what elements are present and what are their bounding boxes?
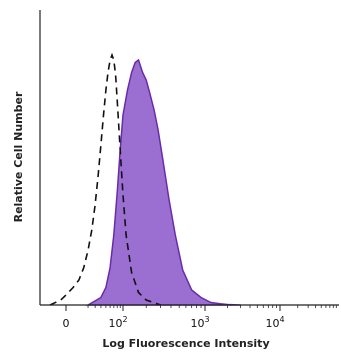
x-tick-label-exponent: 2 xyxy=(122,315,127,324)
x-tick-label: 0 xyxy=(63,317,70,330)
x-tick-label: 103 xyxy=(190,315,209,330)
x-tick-label-base: 10 xyxy=(190,317,204,330)
x-axis-ticks: 0 102 103 104 xyxy=(63,305,337,330)
x-axis-title: Log Fluorescence Intensity xyxy=(102,337,269,350)
x-tick-label-base: 10 xyxy=(108,317,122,330)
x-tick-label: 104 xyxy=(265,315,284,330)
dashed-histogram-series xyxy=(49,52,161,306)
x-tick-label-exponent: 3 xyxy=(204,315,209,324)
x-tick-label-exponent: 4 xyxy=(279,315,284,324)
y-axis-title: Relative Cell Number xyxy=(12,91,25,222)
plot-area xyxy=(49,52,241,306)
filled-histogram-series xyxy=(85,58,241,306)
x-tick-label-base: 0 xyxy=(63,317,70,330)
x-tick-label: 102 xyxy=(108,315,127,330)
x-tick-label-base: 10 xyxy=(265,317,279,330)
